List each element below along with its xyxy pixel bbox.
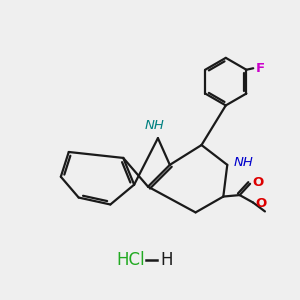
Text: F: F xyxy=(256,62,265,75)
Text: NH: NH xyxy=(144,118,164,132)
Text: H: H xyxy=(160,251,172,269)
Text: HCl: HCl xyxy=(116,251,145,269)
Text: NH: NH xyxy=(233,156,253,169)
Text: O: O xyxy=(252,176,264,189)
Text: O: O xyxy=(255,197,267,210)
